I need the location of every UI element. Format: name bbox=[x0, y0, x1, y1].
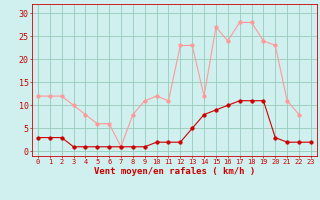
X-axis label: Vent moyen/en rafales ( km/h ): Vent moyen/en rafales ( km/h ) bbox=[94, 167, 255, 176]
